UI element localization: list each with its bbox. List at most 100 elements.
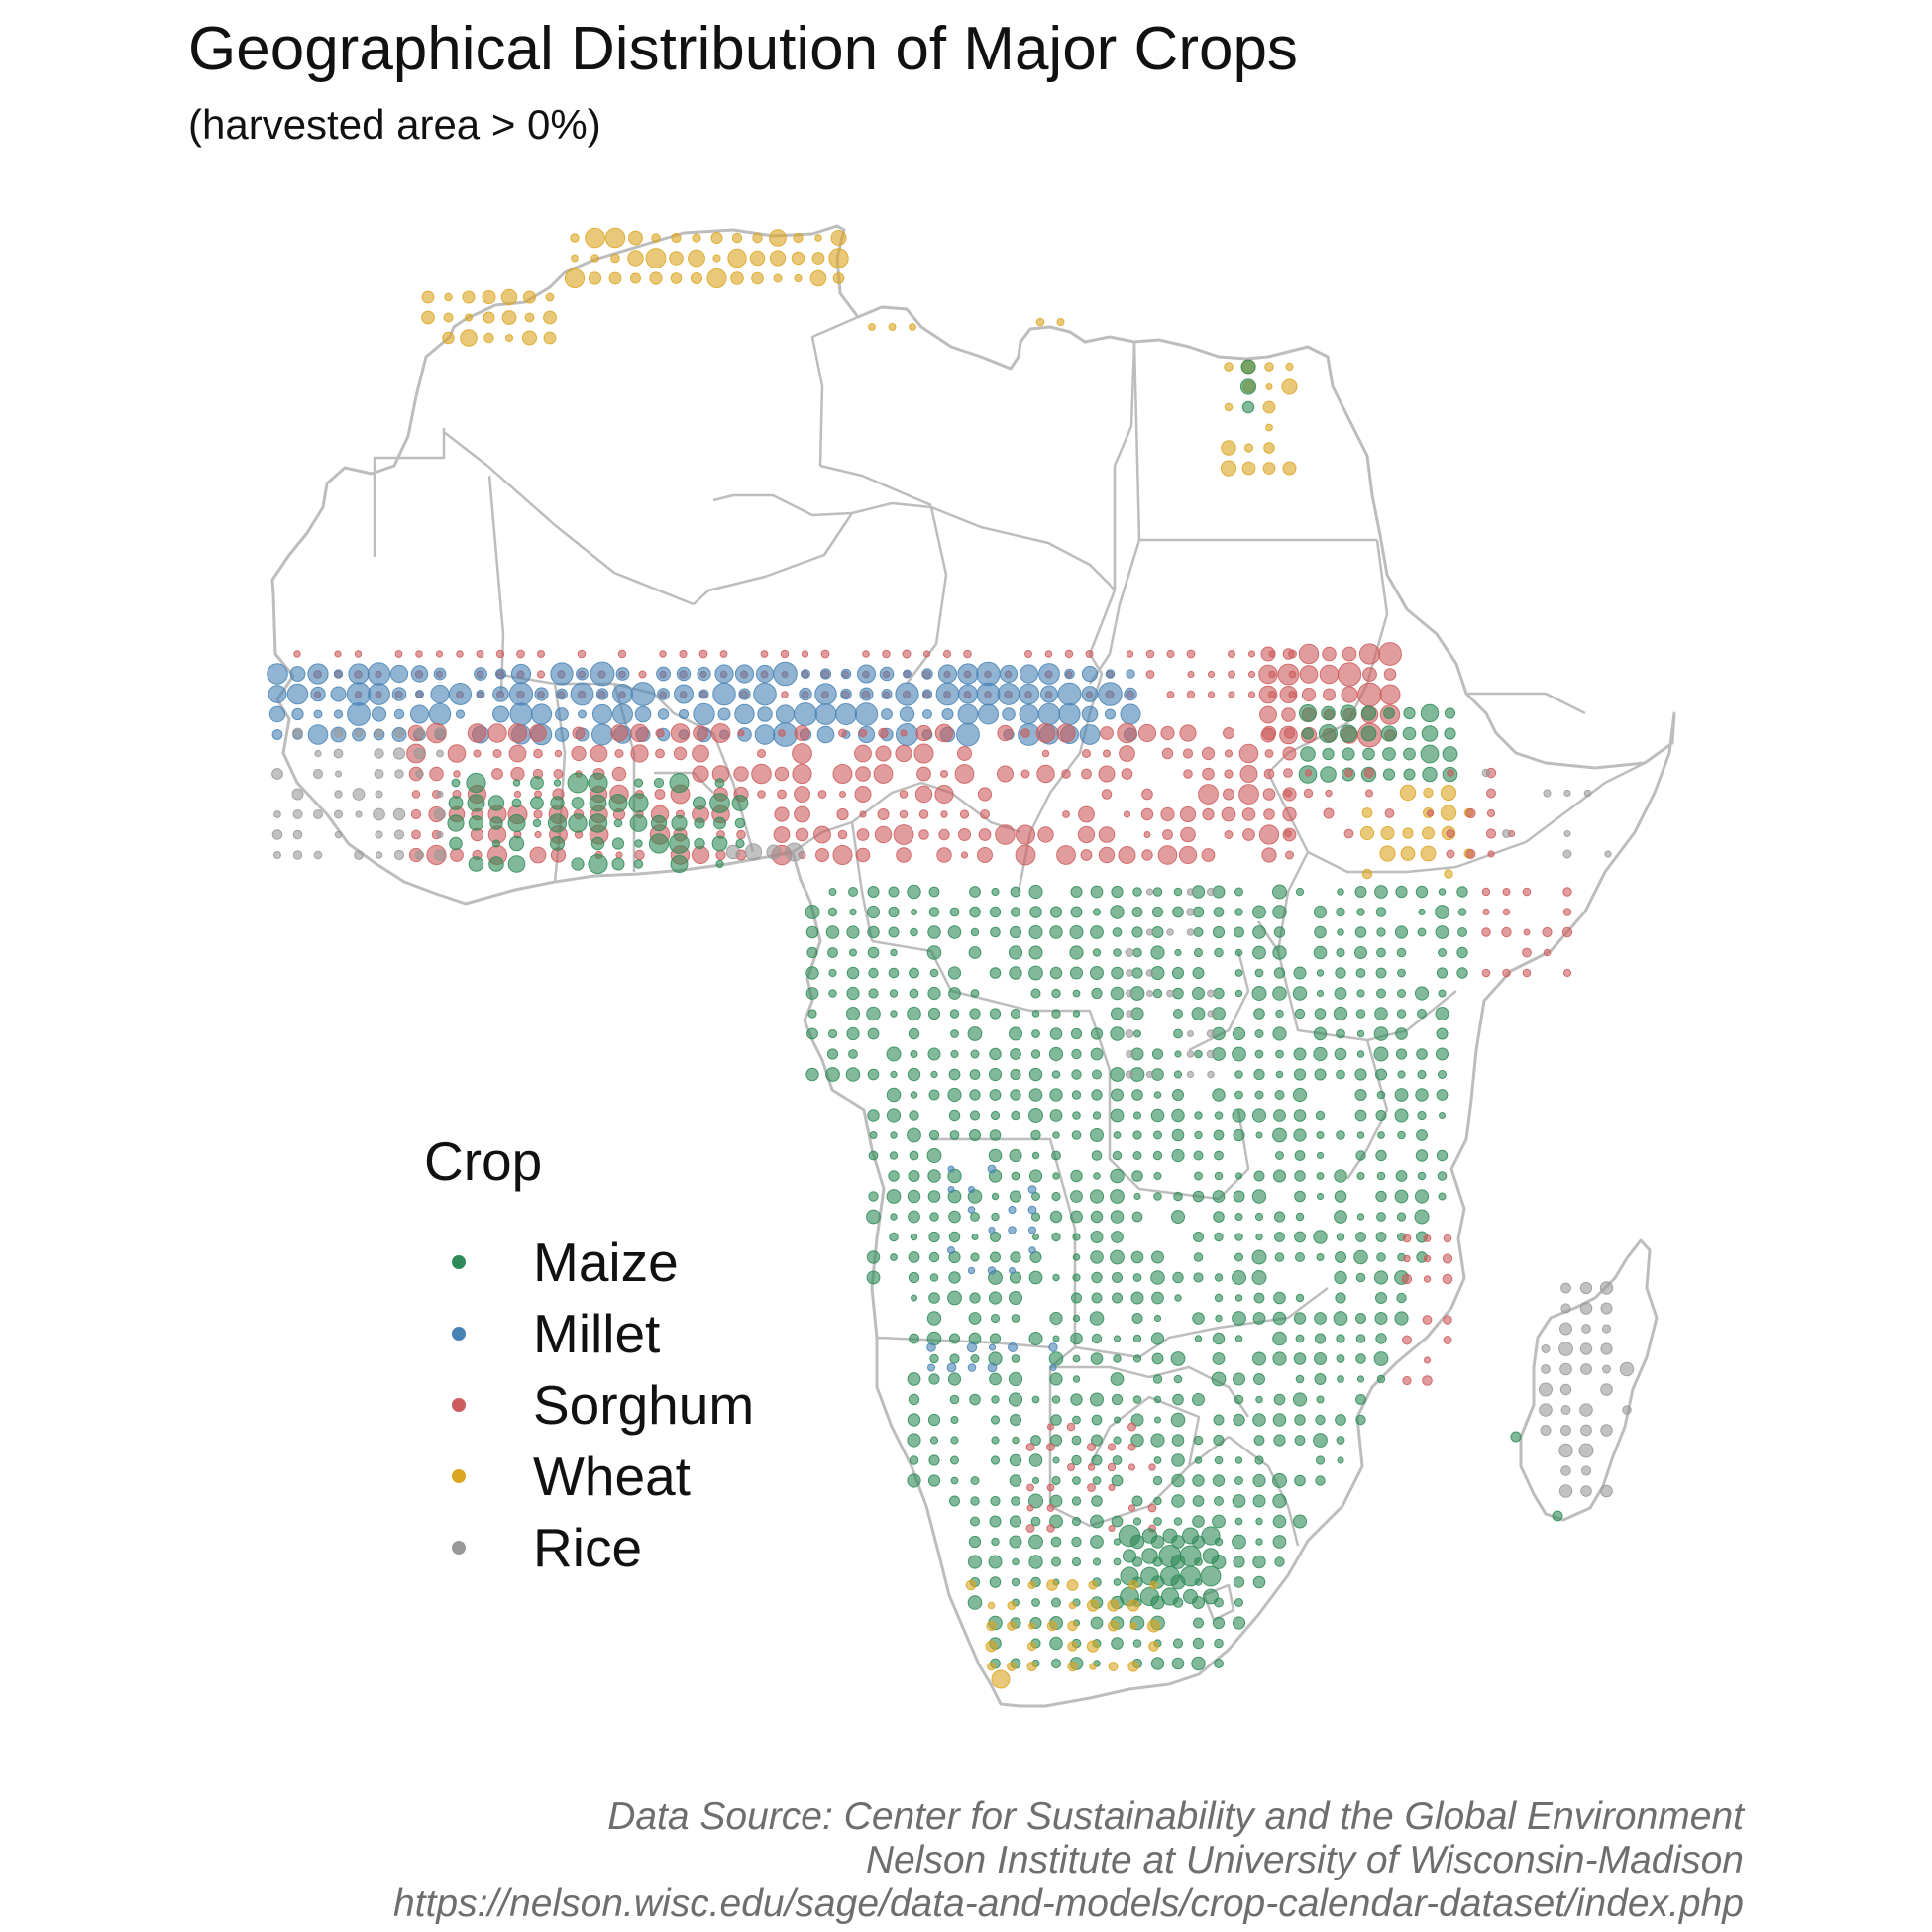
wheat-dot bbox=[985, 1640, 998, 1653]
sorghum-dot bbox=[913, 743, 934, 764]
rice-dot bbox=[1558, 1443, 1573, 1458]
sorghum-dot bbox=[1485, 828, 1497, 839]
maize-dot bbox=[1403, 747, 1416, 761]
maize-dot bbox=[1049, 1210, 1063, 1224]
maize-dot bbox=[1028, 884, 1043, 900]
wheat-dot bbox=[794, 273, 803, 283]
rice-dot bbox=[1207, 1010, 1215, 1018]
sorghum-dot bbox=[896, 847, 912, 863]
rice-dot bbox=[374, 769, 384, 779]
millet-dot bbox=[330, 686, 347, 702]
sorghum-dot bbox=[533, 809, 543, 819]
maize-dot bbox=[1090, 1231, 1104, 1243]
maize-dot bbox=[1335, 1292, 1346, 1304]
sorghum-dot bbox=[1107, 1462, 1117, 1472]
wheat-dot bbox=[1265, 423, 1273, 432]
maize-dot bbox=[1403, 706, 1416, 720]
sorghum-dot bbox=[1228, 650, 1235, 658]
wheat-dot bbox=[501, 310, 517, 325]
maize-dot bbox=[1214, 947, 1224, 958]
maize-dot bbox=[1153, 1456, 1162, 1464]
maize-dot bbox=[989, 1515, 1002, 1528]
maize-dot bbox=[1233, 1128, 1245, 1142]
maize-dot bbox=[950, 1436, 959, 1445]
millet-dot bbox=[268, 705, 286, 723]
sorghum-dot bbox=[874, 825, 893, 844]
maize-dot bbox=[1092, 948, 1102, 957]
maize-dot bbox=[1232, 1311, 1246, 1326]
maize-dot bbox=[1071, 1556, 1082, 1567]
legend-key-wheat bbox=[452, 1469, 466, 1483]
maize-dot bbox=[553, 779, 562, 787]
maize-dot bbox=[1131, 967, 1143, 979]
maize-dot bbox=[989, 1008, 1002, 1020]
rice-dot bbox=[1126, 989, 1133, 998]
rice-dot bbox=[394, 769, 404, 779]
wheat-dot bbox=[627, 250, 644, 267]
sorghum-dot bbox=[1202, 807, 1215, 821]
maize-dot bbox=[1335, 1251, 1346, 1263]
maize-dot bbox=[928, 1129, 940, 1141]
maize-dot bbox=[907, 1067, 921, 1082]
maize-dot bbox=[1234, 948, 1243, 957]
maize-dot bbox=[1049, 1434, 1063, 1447]
sorghum-dot bbox=[1465, 807, 1476, 819]
millet-dot bbox=[1018, 683, 1040, 705]
maize-dot bbox=[1132, 1273, 1142, 1282]
maize-dot bbox=[1337, 888, 1344, 896]
rice-dot bbox=[1562, 849, 1572, 859]
maize-dot bbox=[1456, 946, 1468, 959]
maize-dot bbox=[1395, 885, 1408, 899]
maize-dot bbox=[927, 925, 941, 939]
maize-dot bbox=[1150, 1433, 1165, 1448]
wheat-dot bbox=[811, 252, 825, 265]
maize-dot bbox=[1394, 1311, 1409, 1326]
millet-dot bbox=[1027, 1205, 1037, 1215]
millet-dot bbox=[1105, 669, 1116, 679]
sorghum-dot bbox=[1221, 806, 1236, 822]
sorghum-dot bbox=[1358, 643, 1381, 665]
sorghum-dot bbox=[529, 846, 547, 864]
maize-dot bbox=[1234, 1252, 1243, 1262]
maize-dot bbox=[1355, 1232, 1366, 1242]
millet-dot bbox=[988, 1343, 997, 1351]
sorghum-dot bbox=[467, 723, 487, 743]
maize-dot bbox=[1273, 967, 1286, 979]
maize-dot bbox=[1171, 1434, 1185, 1447]
rice-dot bbox=[1579, 1281, 1593, 1295]
maize-dot bbox=[967, 1555, 983, 1569]
maize-dot bbox=[928, 1231, 940, 1243]
maize-dot bbox=[550, 796, 565, 810]
sorghum-dot bbox=[1241, 807, 1256, 821]
maize-dot bbox=[1435, 905, 1449, 919]
wheat-dot bbox=[649, 271, 663, 285]
sorghum-dot bbox=[1098, 826, 1116, 843]
wheat-dot bbox=[1264, 362, 1274, 372]
maize-dot bbox=[991, 1537, 1000, 1547]
maize-dot bbox=[1334, 1169, 1347, 1183]
maize-dot bbox=[888, 1170, 900, 1182]
maize-dot bbox=[1071, 1090, 1082, 1100]
maize-dot bbox=[492, 839, 500, 848]
maize-dot bbox=[611, 857, 625, 871]
rice-dot bbox=[1581, 1324, 1591, 1334]
sorghum-dot bbox=[1423, 1356, 1432, 1364]
maize-dot bbox=[969, 1129, 981, 1141]
wheat-dot bbox=[1127, 1661, 1139, 1672]
millet-dot bbox=[1105, 708, 1116, 720]
sorghum-dot bbox=[1319, 664, 1340, 685]
wheat-dot bbox=[669, 251, 684, 266]
rice-dot bbox=[1145, 888, 1154, 896]
rice-dot bbox=[1206, 1029, 1216, 1038]
rice-dot bbox=[373, 807, 385, 821]
rice-dot bbox=[1145, 928, 1154, 936]
maize-dot bbox=[1160, 1566, 1180, 1586]
maize-dot bbox=[1396, 1212, 1407, 1222]
maize-dot bbox=[930, 1070, 938, 1079]
millet-dot bbox=[634, 705, 652, 723]
maize-dot bbox=[1275, 1009, 1284, 1019]
sorghum-dot bbox=[630, 723, 649, 743]
sorghum-dot bbox=[1285, 850, 1294, 860]
maize-dot bbox=[1380, 725, 1398, 742]
maize-dot bbox=[991, 1212, 1000, 1222]
